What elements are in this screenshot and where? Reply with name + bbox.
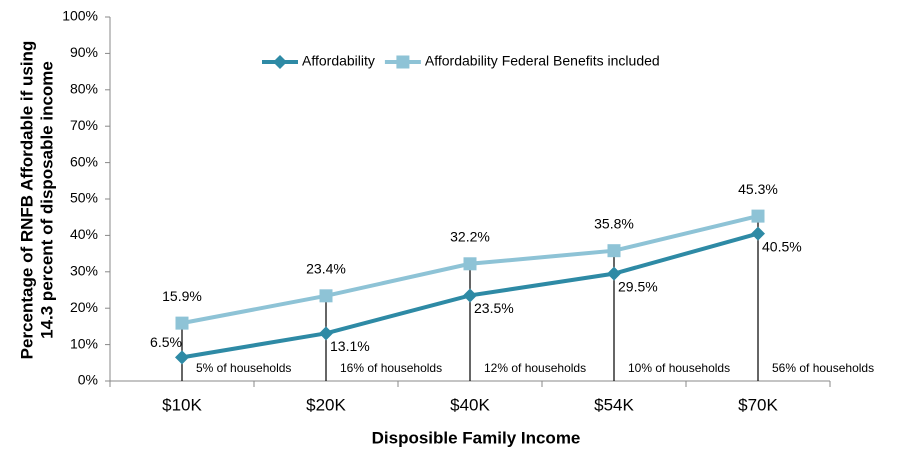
y-tick-label: 40% [70, 226, 98, 242]
y-tick-label: 70% [70, 117, 98, 133]
data-label: 13.1% [330, 338, 370, 354]
x-tick-label: $40K [450, 395, 490, 414]
legend-label: Affordability Federal Benefits included [425, 53, 660, 69]
legend-label: Affordability [302, 53, 375, 69]
marker [607, 244, 621, 258]
annotation: 56% of households [772, 361, 874, 375]
annotation: 12% of households [484, 361, 586, 375]
y-tick-label: 0% [78, 372, 98, 388]
y-tick-label: 50% [70, 190, 98, 206]
y-axis-title: 14.3 percent of disposable income [37, 61, 56, 339]
y-tick-label: 30% [70, 263, 98, 279]
data-label: 35.8% [594, 215, 634, 231]
marker [319, 326, 333, 341]
y-tick-label: 80% [70, 81, 98, 97]
marker [319, 289, 333, 303]
data-label: 32.2% [450, 228, 490, 244]
x-tick-label: $10K [162, 395, 202, 414]
annotation: 5% of households [196, 361, 291, 375]
data-label: 23.5% [474, 300, 514, 316]
x-tick-label: $20K [306, 395, 346, 414]
y-tick-label: 20% [70, 299, 98, 315]
marker [273, 55, 287, 69]
y-tick-label: 100% [62, 8, 98, 24]
y-tick-label: 90% [70, 44, 98, 60]
x-axis-title: Disposible Family Income [372, 428, 581, 447]
marker [175, 350, 189, 365]
data-label: 29.5% [618, 278, 658, 294]
y-tick-label: 60% [70, 153, 98, 169]
data-label: 6.5% [150, 334, 182, 350]
x-tick-label: $54K [594, 395, 634, 414]
y-tick-label: 10% [70, 335, 98, 351]
data-label: 40.5% [762, 238, 802, 254]
data-label: 45.3% [738, 181, 778, 197]
x-tick-label: $70K [738, 395, 778, 414]
data-label: 23.4% [306, 261, 346, 277]
marker [175, 316, 189, 330]
marker [607, 266, 621, 281]
marker [751, 226, 765, 241]
annotation: 10% of households [628, 361, 730, 375]
y-axis-title: Percentage of RNFB Affordable if using [17, 41, 36, 360]
marker [751, 209, 765, 223]
annotation: 16% of households [340, 361, 442, 375]
data-label: 15.9% [162, 288, 202, 304]
marker [463, 257, 477, 271]
marker [396, 55, 410, 69]
marker [463, 288, 477, 303]
